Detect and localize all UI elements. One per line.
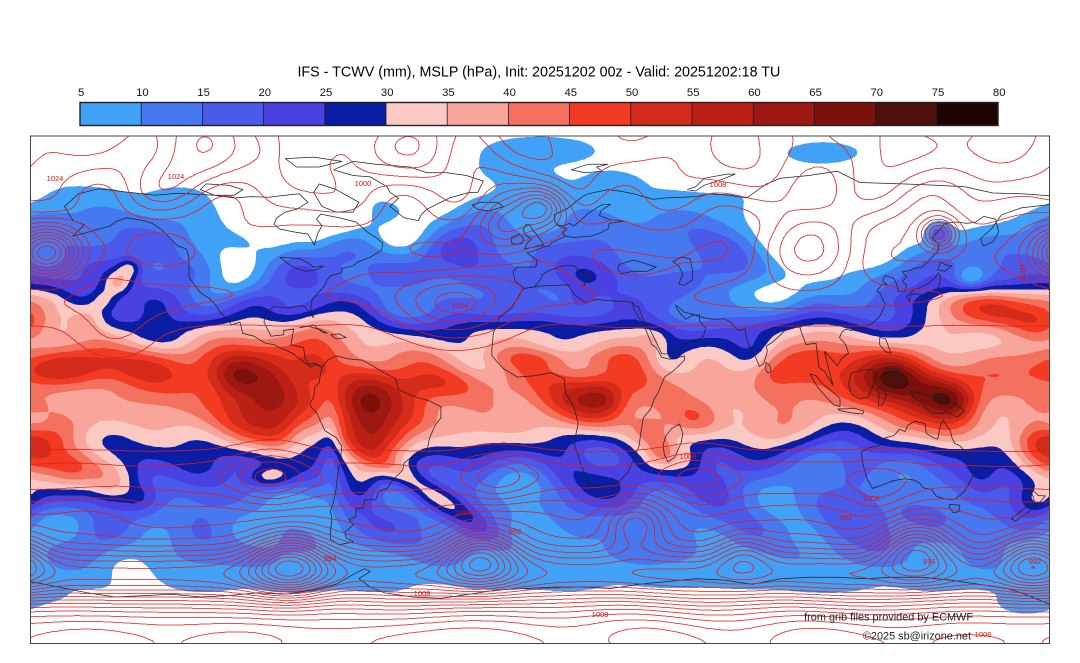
svg-text:©2025 sb@irizone.net: ©2025 sb@irizone.net (863, 630, 971, 642)
svg-text:45: 45 (565, 87, 578, 99)
svg-text:1000: 1000 (355, 179, 372, 188)
svg-text:35: 35 (442, 87, 455, 99)
svg-text:60: 60 (748, 87, 761, 99)
svg-text:992: 992 (509, 527, 522, 536)
svg-text:20: 20 (259, 87, 272, 99)
svg-text:40: 40 (503, 87, 516, 99)
svg-text:992: 992 (1029, 557, 1042, 566)
svg-text:994: 994 (324, 554, 337, 563)
svg-text:1008: 1008 (863, 494, 880, 503)
svg-text:1008: 1008 (710, 180, 727, 189)
svg-text:80: 80 (993, 87, 1006, 99)
svg-text:1008: 1008 (680, 452, 697, 461)
svg-text:5: 5 (78, 87, 84, 99)
svg-text:992: 992 (840, 513, 853, 522)
svg-text:65: 65 (809, 87, 822, 99)
svg-text:55: 55 (687, 87, 700, 99)
svg-text:1020: 1020 (1018, 264, 1027, 281)
svg-text:1008: 1008 (456, 508, 473, 517)
svg-text:15: 15 (197, 87, 210, 99)
svg-text:30: 30 (381, 87, 394, 99)
svg-text:1024: 1024 (47, 174, 64, 183)
svg-text:1024: 1024 (452, 301, 469, 310)
svg-text:976: 976 (923, 557, 936, 566)
svg-text:from grib files provided by EC: from grib files provided by ECMWF (804, 612, 973, 624)
svg-text:50: 50 (626, 87, 639, 99)
svg-text:1008: 1008 (975, 630, 992, 639)
svg-text:1008: 1008 (414, 589, 431, 598)
svg-text:75: 75 (932, 87, 945, 99)
svg-text:70: 70 (871, 87, 884, 99)
svg-text:10: 10 (136, 87, 149, 99)
svg-text:1024: 1024 (168, 172, 185, 181)
svg-text:25: 25 (320, 87, 333, 99)
svg-text:1008: 1008 (592, 610, 609, 619)
svg-text:IFS - TCWV (mm), MSLP (hPa), I: IFS - TCWV (mm), MSLP (hPa), Init: 20251… (297, 65, 780, 81)
